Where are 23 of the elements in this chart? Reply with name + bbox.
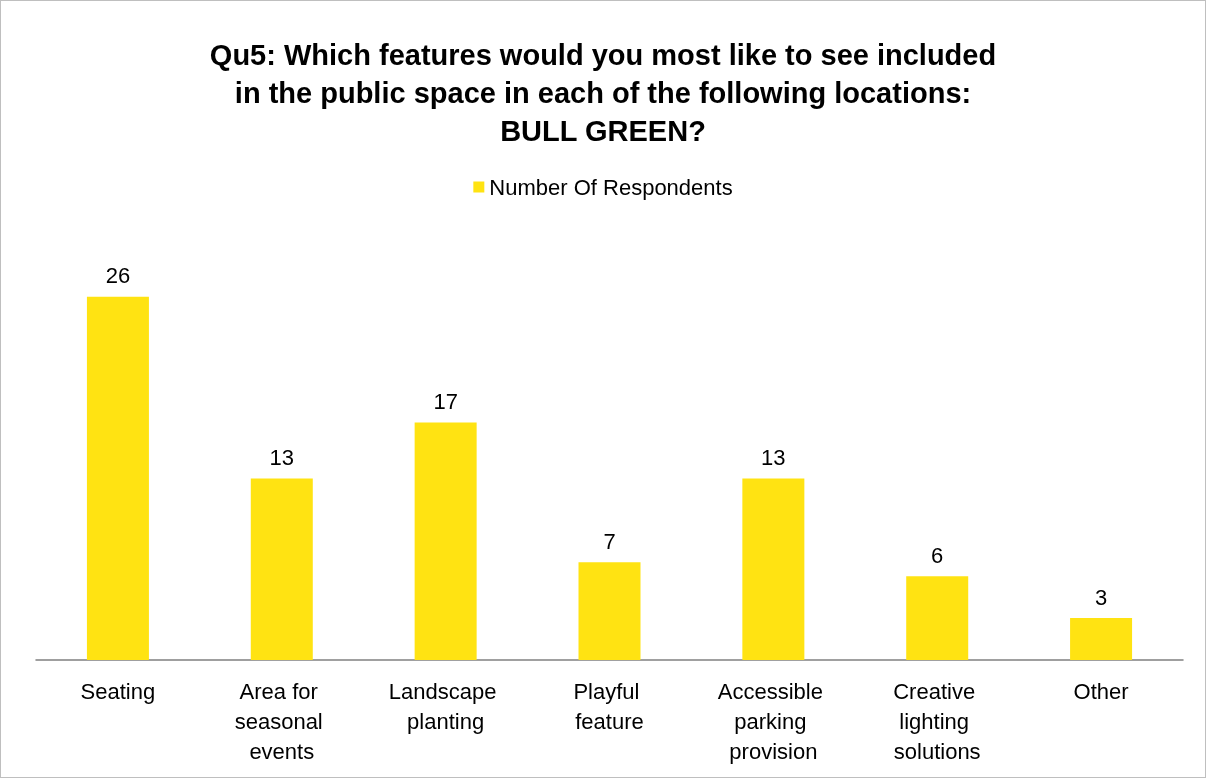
data-label: 13 (761, 444, 786, 470)
bar (578, 562, 641, 660)
bar (414, 422, 477, 660)
data-label: 3 (1094, 584, 1108, 610)
x-tick-label: Other (1073, 678, 1129, 704)
x-tick-label: Playful feature (573, 678, 646, 734)
chart-title: Qu5: Which features would you most like to see included in the public space in each of the following locations: BULL GREEN? (209, 39, 997, 147)
x-tick-label: Landscape planting (388, 678, 503, 734)
data-label: 6 (931, 542, 944, 568)
data-label: 17 (433, 389, 458, 415)
legend-label: Number Of Respondents (489, 174, 733, 200)
bar (1070, 618, 1133, 660)
x-tick-label: Area for seasonal events (234, 678, 329, 764)
bar (742, 478, 805, 660)
data-label: 26 (105, 263, 131, 289)
bar (250, 478, 313, 660)
x-tick-label: Accessible parking provision (717, 678, 829, 764)
x-tick-label: Creative lighting solutions (893, 678, 982, 764)
bar (906, 576, 969, 660)
data-label: 7 (603, 528, 616, 554)
data-label: 13 (269, 444, 295, 470)
x-tick-label: Seating (80, 678, 156, 704)
bar (86, 296, 149, 660)
